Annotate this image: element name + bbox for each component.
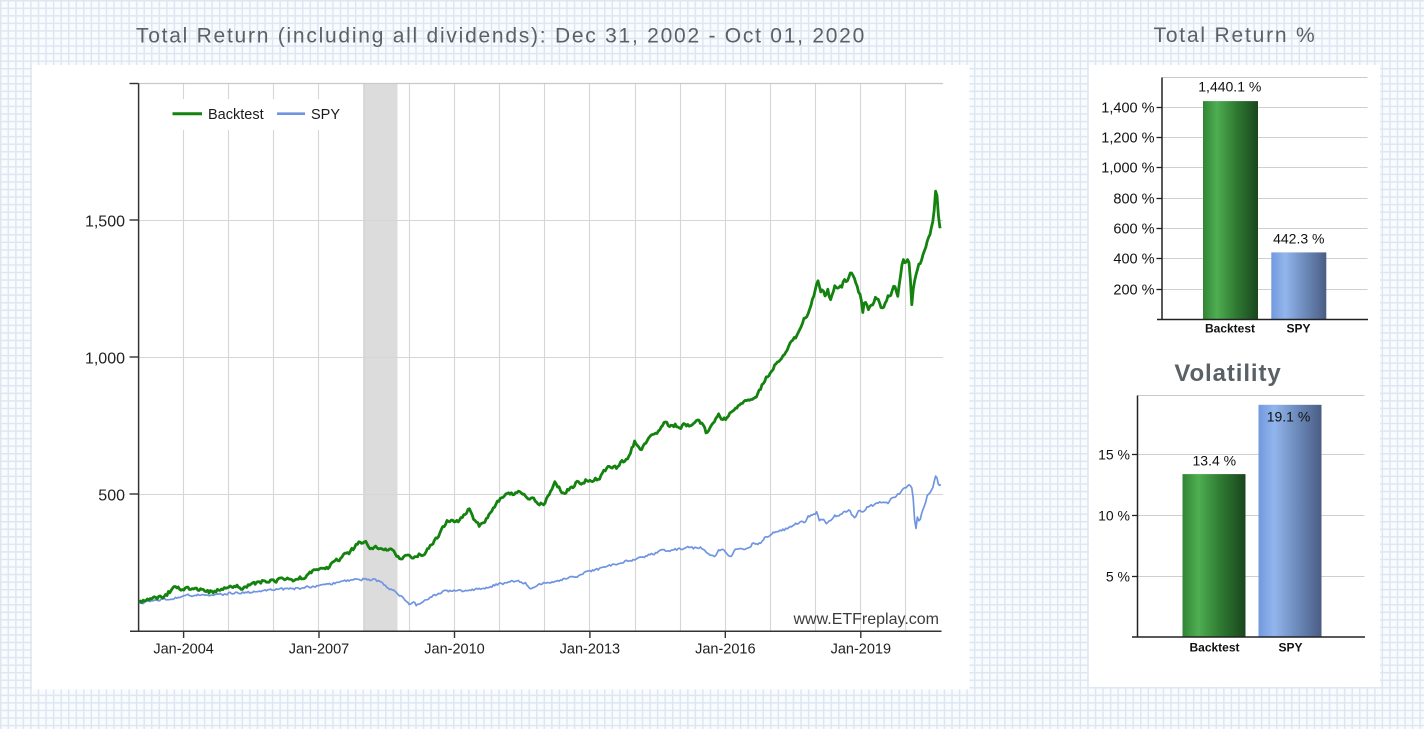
svg-text:Backtest: Backtest <box>1205 322 1255 336</box>
svg-text:442.3 %: 442.3 % <box>1273 231 1324 247</box>
svg-text:10 %: 10 % <box>1098 508 1130 524</box>
svg-text:Jan-2007: Jan-2007 <box>289 642 349 658</box>
svg-text:SPY: SPY <box>1278 641 1302 655</box>
svg-text:19.1 %: 19.1 % <box>1267 409 1311 425</box>
svg-text:800 %: 800 % <box>1113 192 1154 208</box>
svg-text:Total Return %: Total Return % <box>1154 24 1317 47</box>
svg-text:Total Return (including all di: Total Return (including all dividends): … <box>136 25 866 48</box>
svg-text:Backtest: Backtest <box>1189 641 1239 655</box>
svg-text:500: 500 <box>98 488 125 505</box>
svg-text:Volatility: Volatility <box>1174 360 1281 387</box>
svg-text:SPY: SPY <box>311 107 340 123</box>
svg-text:5 %: 5 % <box>1106 569 1130 585</box>
svg-text:400 %: 400 % <box>1113 252 1154 268</box>
svg-text:600 %: 600 % <box>1113 222 1154 238</box>
svg-text:13.4 %: 13.4 % <box>1193 453 1237 469</box>
svg-text:Jan-2010: Jan-2010 <box>424 642 484 658</box>
svg-text:Backtest: Backtest <box>208 107 264 123</box>
svg-text:1,500: 1,500 <box>85 214 125 231</box>
svg-text:15 %: 15 % <box>1098 447 1130 463</box>
svg-text:1,440.1 %: 1,440.1 % <box>1198 79 1261 95</box>
svg-text:Jan-2004: Jan-2004 <box>153 642 213 658</box>
svg-text:1,000 %: 1,000 % <box>1101 161 1154 177</box>
svg-text:Jan-2019: Jan-2019 <box>831 642 891 658</box>
svg-text:SPY: SPY <box>1286 322 1310 336</box>
svg-text:1,200 %: 1,200 % <box>1101 131 1154 147</box>
svg-text:1,000: 1,000 <box>85 351 125 368</box>
svg-text:Jan-2013: Jan-2013 <box>560 642 620 658</box>
svg-text:Jan-2016: Jan-2016 <box>695 642 755 658</box>
svg-text:200 %: 200 % <box>1113 283 1154 299</box>
svg-text:www.ETFreplay.com: www.ETFreplay.com <box>792 611 939 628</box>
svg-text:1,400 %: 1,400 % <box>1101 101 1154 117</box>
